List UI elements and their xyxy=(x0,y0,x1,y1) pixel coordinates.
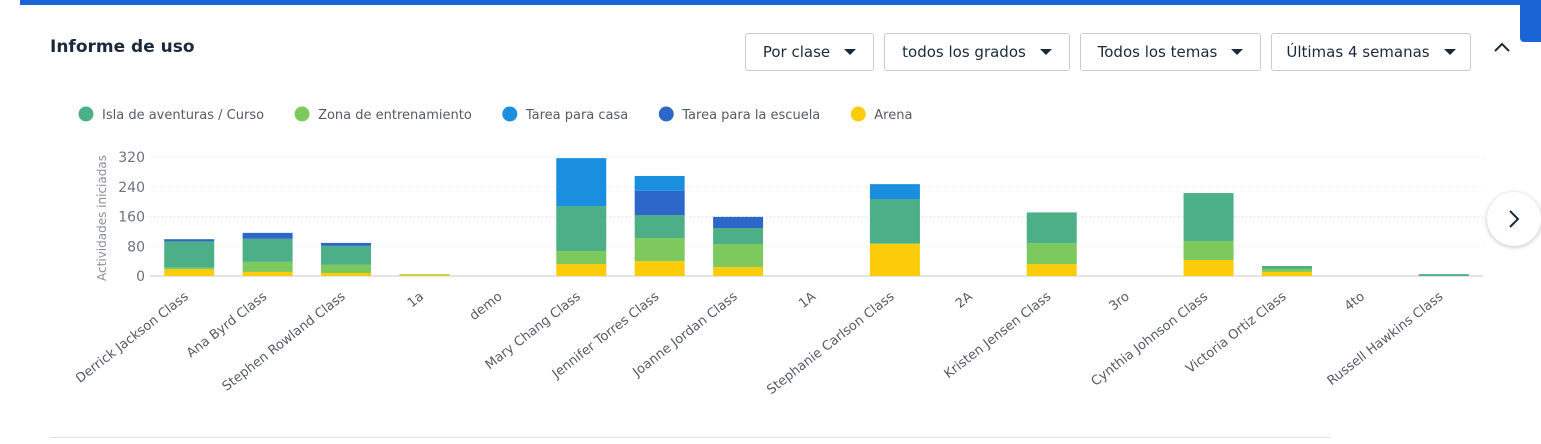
bar-segment xyxy=(634,175,685,191)
bar-segment xyxy=(321,264,372,274)
bar-segment xyxy=(242,261,293,272)
x-tick-label: 2A xyxy=(953,289,976,311)
y-tick-label: 320 xyxy=(118,150,145,166)
bar-segment xyxy=(1026,212,1077,244)
x-tick-label: 1A xyxy=(796,289,819,311)
legend-marker xyxy=(78,106,94,122)
x-tick-label: Stephen Rowland Class xyxy=(220,289,349,394)
filter-dropdown[interactable]: Todos los temas xyxy=(1080,33,1261,71)
bar-segment xyxy=(556,251,607,265)
bar-segment xyxy=(869,244,920,276)
bar-segment xyxy=(869,243,920,245)
bar-segment xyxy=(242,238,293,262)
bar-segment xyxy=(1183,241,1234,261)
x-tick-label: Derrick Jackson Class xyxy=(73,289,192,386)
legend-label: Tarea para la escuela xyxy=(681,108,820,123)
y-tick-label: 240 xyxy=(118,180,145,196)
y-axis-label: Actividades iniciadas xyxy=(95,155,109,281)
bar-segment xyxy=(164,267,215,270)
help-button[interactable] xyxy=(1520,0,1541,42)
filter-label: todos los grados xyxy=(902,43,1026,61)
bar-segment xyxy=(1418,274,1469,276)
bar-segment xyxy=(1261,268,1312,272)
bar-segment xyxy=(634,238,685,262)
bar-segment xyxy=(321,245,372,265)
x-tick-label: Ana Byrd Class xyxy=(184,289,270,361)
legend-marker xyxy=(502,106,518,122)
top-bar xyxy=(20,0,1541,5)
bar-segment xyxy=(556,158,607,207)
filter-label: Últimas 4 semanas xyxy=(1286,43,1430,61)
legend-label: Zona de entrenamiento xyxy=(318,108,472,123)
bar-segment xyxy=(399,274,450,276)
bar-segment xyxy=(556,206,607,252)
y-tick-label: 80 xyxy=(127,239,145,255)
filter-label: Todos los temas xyxy=(1097,43,1218,61)
x-tick-label: 1a xyxy=(405,289,427,311)
bar-segment xyxy=(1183,193,1234,242)
bar-segment xyxy=(1261,265,1312,269)
legend-marker xyxy=(658,106,674,122)
bar-segment xyxy=(321,242,372,246)
next-button[interactable] xyxy=(1487,192,1541,246)
separator xyxy=(50,437,1330,438)
bar-segment xyxy=(869,199,920,244)
bar-segment xyxy=(556,264,607,276)
legend-label: Arena xyxy=(874,108,912,123)
bar-segment xyxy=(634,261,685,276)
filter-dropdown[interactable]: Últimas 4 semanas xyxy=(1271,33,1471,71)
bar-segment xyxy=(1026,264,1077,276)
legend-marker xyxy=(294,106,310,122)
bar-segment xyxy=(713,228,764,245)
bar-segment xyxy=(399,274,450,275)
legend-label: Tarea para casa xyxy=(525,108,628,123)
bar-segment xyxy=(321,273,372,276)
bar-segment xyxy=(164,241,215,268)
bar-segment xyxy=(242,271,293,276)
bar-segment xyxy=(713,216,764,229)
bar-segment xyxy=(242,232,293,239)
legend-label: Isla de aventuras / Curso xyxy=(102,108,264,123)
x-tick-label: demo xyxy=(467,289,505,324)
bar-segment xyxy=(164,269,215,276)
bar-segment xyxy=(634,215,685,239)
filter-dropdown[interactable]: Por clase xyxy=(745,33,874,71)
bar-segment xyxy=(164,239,215,242)
bar-segment xyxy=(713,267,764,276)
bar-segment xyxy=(713,244,764,268)
filter-label: Por clase xyxy=(762,43,831,61)
bar-segment xyxy=(1261,271,1312,276)
x-tick-label: 4to xyxy=(1342,289,1368,314)
y-tick-label: 160 xyxy=(118,210,145,226)
legend-marker xyxy=(850,106,866,122)
collapse-button[interactable] xyxy=(1493,40,1511,54)
bar-segment xyxy=(869,184,920,200)
filter-dropdown[interactable]: todos los grados xyxy=(884,33,1070,71)
bar-segment xyxy=(1183,260,1234,276)
chart: Actividades iniciadas Derrick Jackson Cl… xyxy=(73,106,1483,398)
bar-segment xyxy=(634,190,685,216)
x-tick-label: Stephanie Carlson Class xyxy=(764,289,897,398)
report-title: Informe de uso xyxy=(50,37,195,57)
y-tick-label: 0 xyxy=(136,269,145,285)
bar-segment xyxy=(1026,243,1077,265)
x-tick-label: 3ro xyxy=(1107,289,1133,314)
